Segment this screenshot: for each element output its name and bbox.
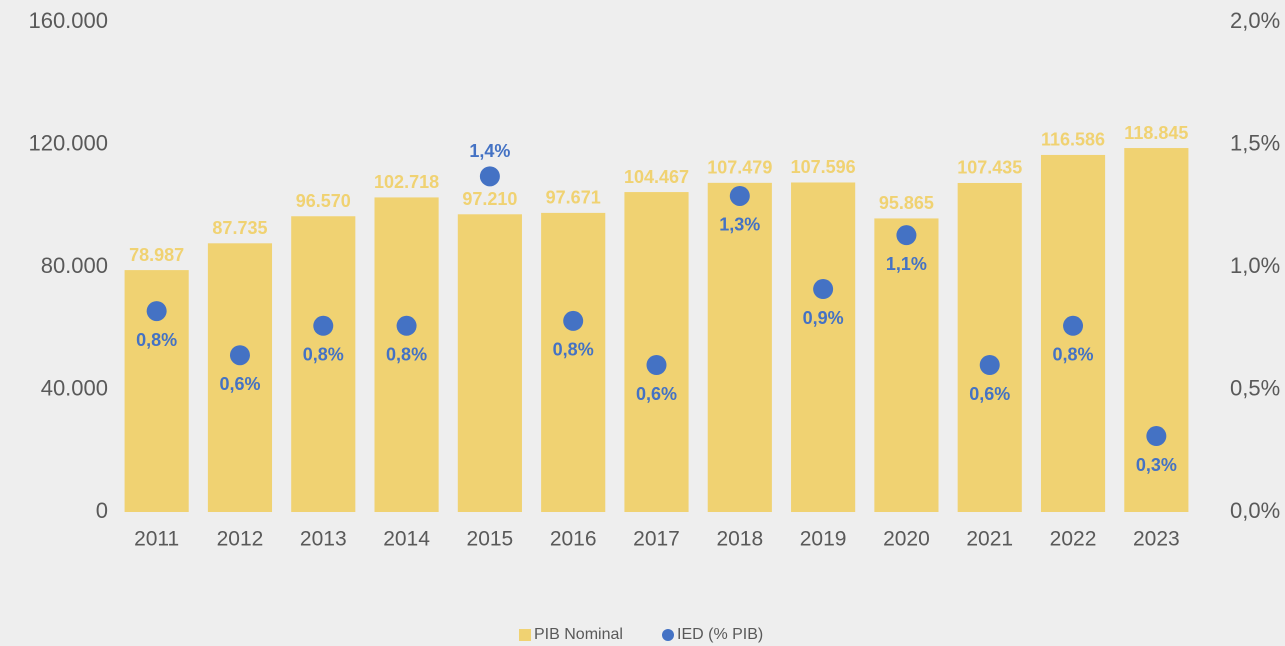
x-tick-label: 2023	[1133, 528, 1180, 551]
bar	[791, 182, 856, 512]
bar-value-label: 78.987	[129, 245, 184, 265]
bar-value-label: 107.435	[957, 158, 1022, 178]
x-tick-label: 2017	[633, 528, 680, 551]
bar-value-label: 96.570	[296, 191, 351, 211]
dot	[979, 355, 1000, 375]
dot	[646, 355, 667, 375]
dot-value-label: 0,8%	[1053, 345, 1094, 365]
dot	[146, 301, 167, 322]
dot	[313, 315, 334, 336]
bar	[374, 197, 439, 512]
legend-label: PIB Nominal	[534, 626, 623, 643]
x-tick-label: 2019	[800, 528, 847, 551]
x-tick-label: 2011	[134, 528, 179, 551]
dot-value-label: 0,9%	[803, 308, 844, 328]
y-tick-label: 0	[96, 498, 108, 523]
dot	[479, 166, 500, 187]
dot	[813, 279, 834, 300]
dot-value-label: 0,8%	[553, 340, 594, 360]
bar-value-label: 116.586	[1041, 130, 1105, 150]
bar	[624, 192, 689, 512]
dot	[896, 225, 917, 246]
x-tick-label: 2018	[716, 528, 763, 551]
x-tick-label: 2021	[966, 528, 1013, 551]
bar-value-label: 95.865	[879, 193, 934, 213]
dot-value-label: 0,3%	[1136, 455, 1177, 475]
bar-value-label: 107.479	[707, 158, 772, 178]
bar	[457, 214, 522, 512]
bar-value-label: 102.718	[374, 172, 439, 192]
bar	[707, 182, 772, 512]
x-tick-label: 2013	[300, 528, 347, 551]
legend-swatch	[519, 629, 531, 641]
y-tick-label: 160.000	[28, 8, 108, 33]
y-tick-label: 120.000	[28, 130, 108, 155]
dot-value-label: 0,6%	[219, 374, 260, 394]
x-tick-label: 2016	[550, 528, 597, 551]
dot-value-label: 0,8%	[386, 345, 427, 365]
dot	[396, 315, 417, 336]
x-tick-label: 2022	[1050, 528, 1097, 551]
x-tick-label: 2014	[383, 528, 430, 551]
dot-value-label: 0,6%	[969, 384, 1010, 404]
dot-value-label: 1,3%	[719, 215, 760, 235]
bar	[1124, 148, 1189, 513]
bar	[207, 243, 273, 512]
bar-value-label: 97.671	[546, 188, 601, 208]
legend-label: IED (% PIB)	[677, 626, 763, 643]
dot-value-label: 0,6%	[636, 384, 677, 404]
bar-value-label: 107.596	[791, 157, 856, 177]
bar	[874, 218, 939, 512]
bar-value-label: 104.467	[624, 167, 689, 187]
x-tick-label: 2015	[467, 528, 514, 551]
dot	[1146, 426, 1167, 447]
dot	[229, 345, 250, 366]
dot	[563, 310, 584, 331]
dot-value-label: 1,4%	[469, 141, 510, 161]
bar-value-label: 97.210	[462, 189, 517, 209]
dot-value-label: 0,8%	[136, 330, 177, 350]
legend-swatch	[662, 629, 674, 641]
bar-value-label: 87.735	[212, 218, 267, 238]
x-tick-label: 2020	[883, 528, 930, 551]
dot-value-label: 0,8%	[303, 345, 344, 365]
bar-value-label: 118.845	[1124, 123, 1188, 143]
y-tick-label: 40.000	[41, 375, 108, 400]
dot-value-label: 1,1%	[886, 254, 927, 274]
bar	[957, 182, 1022, 512]
y2-tick-label: 0,0%	[1230, 498, 1280, 523]
y-tick-label: 80.000	[41, 253, 108, 278]
y2-tick-label: 2,0%	[1230, 8, 1280, 33]
y2-tick-label: 1,5%	[1230, 130, 1280, 155]
bar	[291, 216, 356, 512]
x-tick-label: 2012	[217, 528, 264, 551]
dot	[1063, 315, 1084, 336]
dot	[729, 185, 750, 206]
bar	[541, 212, 606, 512]
y2-tick-label: 0,5%	[1230, 375, 1280, 400]
y2-tick-label: 1,0%	[1230, 253, 1280, 278]
